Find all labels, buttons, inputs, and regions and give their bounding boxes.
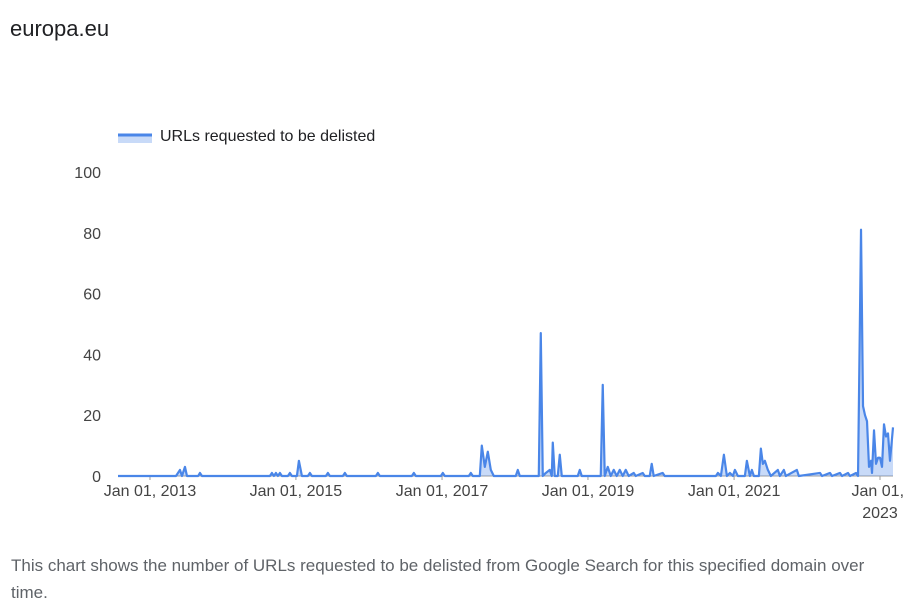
y-tick-label: 80 [83,226,101,243]
y-tick-label: 40 [83,347,101,364]
chart-title: europa.eu [10,16,109,41]
y-tick-label: 100 [74,165,101,182]
legend: URLs requested to be delisted [118,128,375,145]
series-line [118,228,895,478]
y-tick-label: 20 [83,408,101,425]
x-tick-label: Jan 01, 2013 [104,483,197,500]
x-tick-label: Jan 01, 2023 [852,483,909,522]
series-area [118,229,893,476]
x-tick-label: Jan 01, 2017 [396,483,489,500]
y-tick-label: 60 [83,287,101,304]
chart: europa.eu URLs requested to be delisted … [10,16,909,522]
chart-description: This chart shows the number of URLs requ… [11,556,865,602]
legend-swatch-area [118,135,152,143]
y-tick-label: 0 [92,469,101,486]
x-tick-label: Jan 01, 2015 [250,483,343,500]
x-tick-label: Jan 01, 2021 [688,483,781,500]
x-tick-label: Jan 01, 2019 [542,483,635,500]
legend-label: URLs requested to be delisted [160,128,375,145]
